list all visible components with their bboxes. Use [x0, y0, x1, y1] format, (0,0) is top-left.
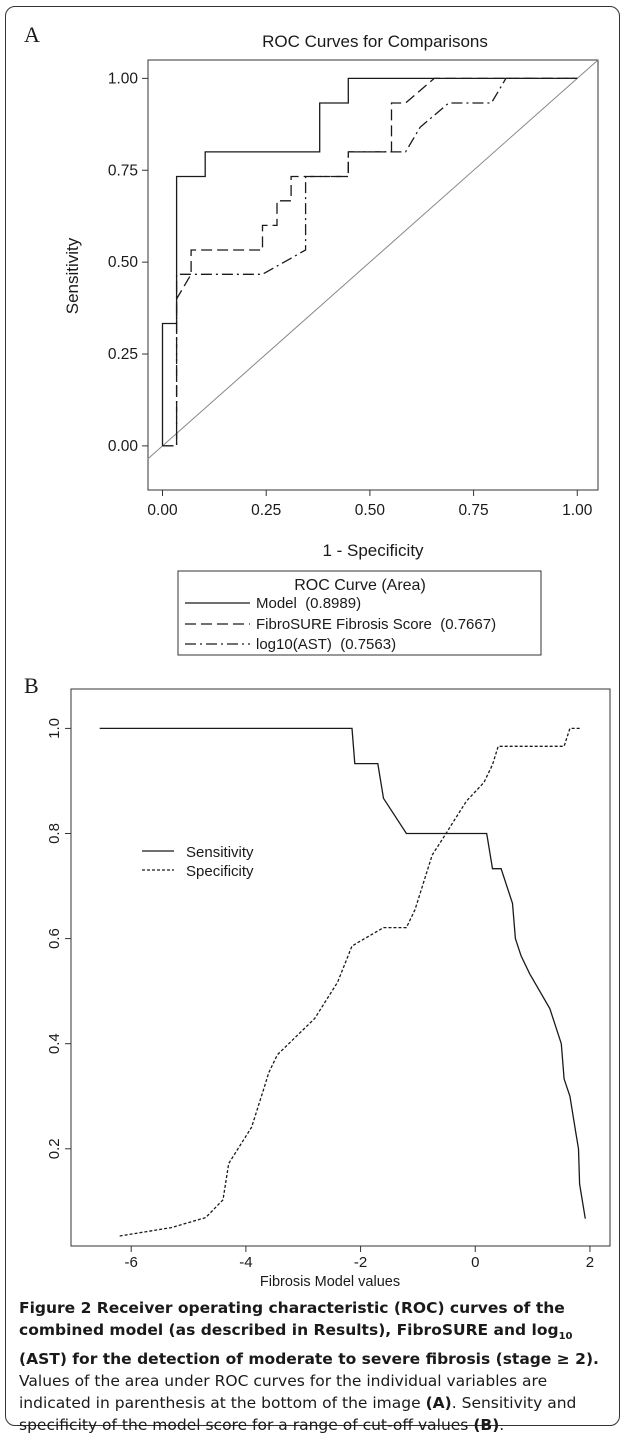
legend-label-specificity: Specificity [186, 863, 254, 880]
x-tick-label: -2 [354, 1254, 367, 1271]
caption-figure-label: Figure 2 [19, 1299, 92, 1317]
x-tick-label: 2 [586, 1254, 594, 1271]
series-line-1 [119, 727, 582, 1237]
y-tick-label: 0.75 [108, 162, 138, 179]
panel-a-y-axis: 0.00 0.25 0.50 0.75 1.00 [108, 70, 148, 455]
panel-b-series [99, 727, 586, 1237]
legend-label-log10ast: log10(AST) (0.7563) [256, 636, 396, 653]
panel-a-title: ROC Curves for Comparisons [262, 32, 488, 51]
panel-a-series [147, 59, 599, 460]
y-tick-label: 0.25 [108, 346, 138, 363]
panel-a-legend: ROC Curve (Area) Model (0.8989) FibroSUR… [177, 570, 542, 656]
series-line-0 [161, 77, 578, 446]
legend-label-fibrosure: FibroSURE Fibrosis Score (0.7667) [256, 616, 496, 633]
x-tick-label: 0.25 [251, 502, 281, 519]
caption-body-end: . [499, 1416, 505, 1435]
y-tick-label: 0.50 [108, 254, 139, 271]
x-tick-label: 0.50 [355, 502, 386, 519]
panel-b-y-axis: 0.2 0.4 0.6 0.8 1.0 [46, 718, 71, 1159]
series-line-0 [99, 727, 586, 1219]
panel-b-cutoff-chart: B 0.2 0.4 0.6 0.8 1.0 -6 -4 -2 0 2 Fibrosis Mode… [24, 673, 611, 1290]
caption-ref-b: (B) [473, 1416, 500, 1435]
x-tick-label: 1.00 [562, 502, 593, 519]
panel-b-plot-frame [70, 688, 611, 1247]
panel-b-xlabel: Fibrosis Model values [260, 1274, 400, 1290]
legend-title: ROC Curve (Area) [294, 577, 426, 594]
x-tick-label: 0.75 [458, 502, 488, 519]
legend-box [177, 570, 542, 656]
legend-label-model: Model (0.8989) [256, 595, 361, 612]
caption-title-part1: Receiver operating characteristic (ROC) … [19, 1299, 565, 1339]
panel-a-plot-frame [147, 59, 599, 491]
x-tick-label: -6 [125, 1254, 138, 1271]
caption-body-part2: . Sensitivity and specificity of the mod… [19, 1394, 577, 1435]
series-line-1 [162, 77, 578, 447]
caption-title-part2: (AST) for the detection of moderate to s… [19, 1350, 599, 1369]
y-tick-label: 0.00 [108, 438, 139, 455]
y-tick-label: 0.4 [46, 1033, 63, 1054]
legend-label-sensitivity: Sensitivity [186, 844, 254, 861]
y-tick-label: 1.0 [46, 718, 63, 739]
y-tick-label: 0.8 [46, 823, 63, 844]
panel-b-legend: Sensitivity Specificity [142, 844, 254, 880]
panel-a-ylabel: Sensitivity [63, 237, 82, 314]
x-tick-label: 0.00 [147, 502, 178, 519]
series-line-2 [162, 77, 578, 447]
figure-frame [5, 6, 620, 1426]
panel-b-letter: B [24, 673, 39, 698]
caption-ref-a: (A) [425, 1394, 452, 1413]
panel-a-roc-chart: A ROC Curves for Comparisons 0.00 0.25 0.5… [24, 22, 599, 656]
caption-title-sub: 10 [558, 1331, 573, 1343]
caption-body-part1: Values of the area under ROC curves for … [19, 1372, 548, 1413]
y-tick-label: 0.2 [46, 1138, 63, 1159]
diagonal-reference-line [147, 59, 599, 460]
panel-a-xlabel: 1 - Specificity [322, 541, 424, 560]
panel-a-letter: A [24, 22, 40, 47]
x-tick-label: -4 [239, 1254, 252, 1271]
y-tick-label: 0.6 [46, 928, 63, 949]
figure-caption: Figure 2 Receiver operating characterist… [19, 1297, 614, 1436]
panel-a-x-axis: 0.00 0.25 0.50 0.75 1.00 [147, 490, 593, 519]
panel-b-x-axis: -6 -4 -2 0 2 [125, 1246, 594, 1271]
x-tick-label: 0 [471, 1254, 479, 1271]
y-tick-label: 1.00 [108, 70, 139, 87]
